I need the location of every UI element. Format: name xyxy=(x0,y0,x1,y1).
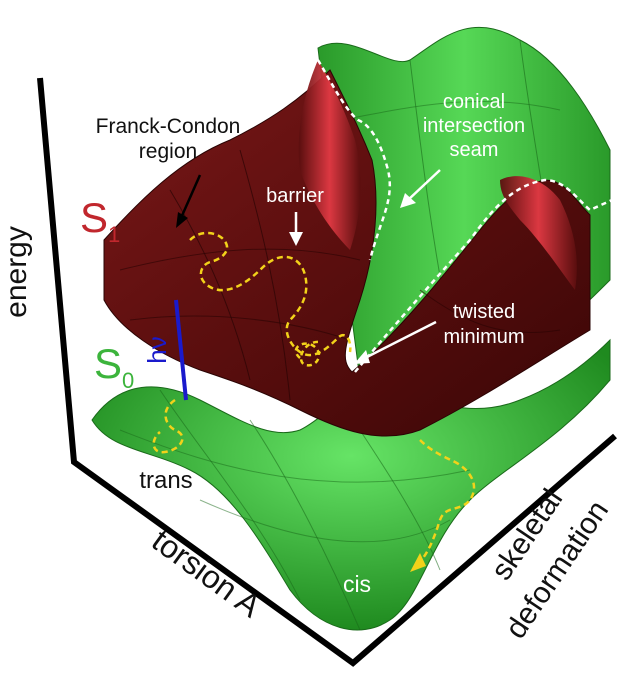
tm-label-line1: twisted xyxy=(453,301,515,323)
barrier-arrowhead xyxy=(289,232,303,246)
hv-line xyxy=(174,299,188,401)
annotation-arrows xyxy=(176,169,441,364)
fc-arrow xyxy=(179,174,202,219)
s0-letter: S xyxy=(94,340,122,387)
s0-front-trough xyxy=(91,338,611,631)
ci-label-line1: conical xyxy=(443,91,505,113)
tm-arrow xyxy=(364,320,437,360)
s0-label: S0 xyxy=(94,340,134,393)
energy-axis-label: energy xyxy=(0,226,33,318)
tm-arrowhead xyxy=(354,350,370,364)
s0-subscript: 0 xyxy=(122,368,134,393)
wavepacket-paths xyxy=(152,231,476,572)
seam-line-lower xyxy=(354,178,613,373)
cis-label: cis xyxy=(343,571,371,597)
excitation-arrow xyxy=(174,299,188,401)
seam-line-upper xyxy=(316,59,392,261)
axes xyxy=(37,77,617,667)
s1-label: S1 xyxy=(80,194,120,247)
ci-label-line2: intersection xyxy=(423,115,525,137)
cis-arrowhead xyxy=(410,553,426,572)
s1-letter: S xyxy=(80,194,108,241)
conical-intersection-seam xyxy=(316,59,613,373)
fc-label-line1: Franck-Condon xyxy=(96,115,241,138)
ci-arrow xyxy=(407,169,441,201)
path-to-trans xyxy=(152,398,184,454)
energy-axis-line xyxy=(37,77,617,667)
torsion-axis-label: torsion A xyxy=(146,522,268,625)
s1-surface xyxy=(103,60,591,437)
path-ci-cluster xyxy=(294,340,321,367)
ci-label-line3: seam xyxy=(450,139,499,161)
s1-subscript: 1 xyxy=(108,222,120,247)
s1-ridge-left xyxy=(298,60,361,250)
tm-label-line2: minimum xyxy=(443,326,524,348)
ci-arrowhead xyxy=(400,193,416,208)
fc-label-line2: region xyxy=(139,140,197,163)
fc-arrowhead xyxy=(176,212,188,228)
s1-ridge-right xyxy=(500,176,577,290)
barrier-label: barrier xyxy=(266,185,324,207)
path-fc-to-ci xyxy=(189,231,352,357)
hv-label: hν xyxy=(142,336,172,363)
trans-label: trans xyxy=(139,467,192,494)
